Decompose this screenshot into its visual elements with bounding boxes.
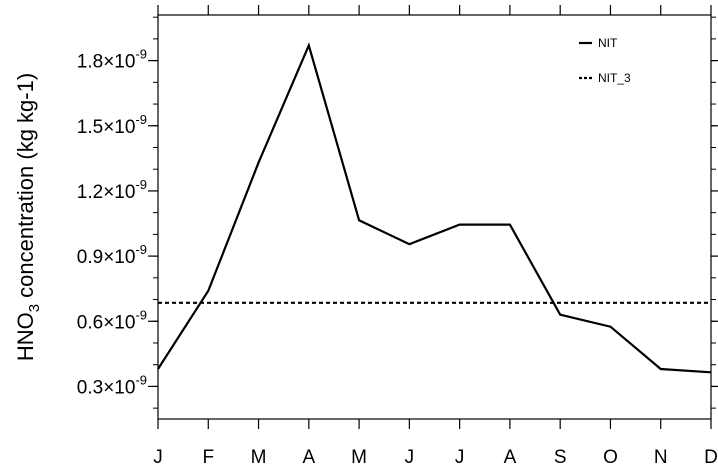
y-tick-mantissa: 1.2×10 bbox=[77, 182, 136, 203]
y-axis-label-rest: concentration (kg kg-1) bbox=[13, 73, 38, 304]
x-tick-label: J bbox=[153, 447, 163, 468]
y-tick-exponent: -9 bbox=[135, 372, 147, 387]
x-tick-label: M bbox=[251, 447, 267, 468]
y-tick-label: 0.6×10-9 bbox=[77, 307, 147, 333]
x-tick-label: J bbox=[405, 447, 415, 468]
x-tick-label: F bbox=[202, 447, 214, 468]
y-axis-label-main: HNO bbox=[13, 312, 38, 361]
legend-label: NIT_3 bbox=[598, 71, 631, 85]
y-tick-mantissa: 0.3×10 bbox=[77, 377, 136, 398]
y-tick-exponent: -9 bbox=[135, 47, 147, 62]
y-tick-mantissa: 1.5×10 bbox=[77, 117, 136, 138]
y-tick-label: 1.5×10-9 bbox=[77, 112, 147, 138]
y-tick-mantissa: 0.6×10 bbox=[77, 312, 136, 333]
y-tick-exponent: -9 bbox=[135, 177, 147, 192]
x-tick-label: D bbox=[704, 447, 718, 468]
y-axis: 0.3×10-90.6×10-90.9×10-91.2×10-91.5×10-9… bbox=[77, 16, 718, 409]
x-tick-label: A bbox=[302, 447, 315, 468]
series-line-nit bbox=[157, 42, 712, 374]
y-tick-exponent: -9 bbox=[135, 242, 147, 257]
legend: NIT NIT_3 bbox=[579, 36, 631, 85]
legend-label: NIT bbox=[598, 36, 618, 50]
x-tick-label: A bbox=[504, 447, 517, 468]
y-tick-label: 1.8×10-9 bbox=[77, 47, 147, 73]
x-tick-label: N bbox=[654, 447, 668, 468]
y-tick-exponent: -9 bbox=[135, 307, 147, 322]
x-tick-label: J bbox=[455, 447, 465, 468]
plot-frame bbox=[157, 14, 712, 420]
x-tick-label: M bbox=[351, 447, 367, 468]
y-tick-label: 0.3×10-9 bbox=[77, 372, 147, 398]
y-tick-mantissa: 1.8×10 bbox=[77, 52, 136, 73]
y-axis-label: HNO3 concentration (kg kg-1) bbox=[13, 73, 43, 361]
x-tick-label: O bbox=[603, 447, 618, 468]
y-tick-mantissa: 0.9×10 bbox=[77, 247, 136, 268]
x-tick-label: S bbox=[554, 447, 567, 468]
series-group bbox=[157, 42, 712, 374]
y-tick-label: 1.2×10-9 bbox=[77, 177, 147, 203]
y-axis-label-sub: 3 bbox=[26, 304, 43, 312]
y-tick-exponent: -9 bbox=[135, 112, 147, 127]
y-tick-label: 0.9×10-9 bbox=[77, 242, 147, 268]
